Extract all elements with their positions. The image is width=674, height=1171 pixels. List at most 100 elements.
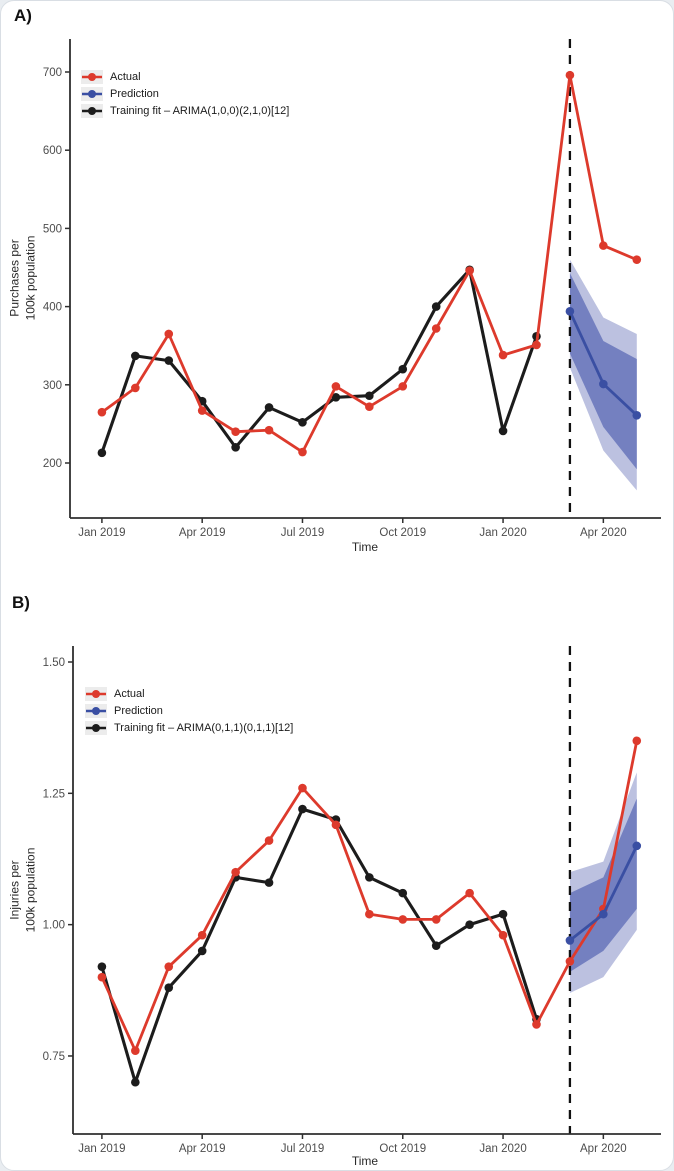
training-point [197,946,207,956]
x-tick-label: Apr 2019 [179,1143,226,1155]
panel-b-x-axis-title: Time [351,1154,379,1168]
actual-point [398,382,408,391]
legend-label-training: Training fit – ARIMA(1,0,0)(2,1,0)[12] [110,105,290,117]
legend-item-prediction: Prediction [81,87,289,101]
actual-point [331,820,341,830]
legend-item-training: Training fit – ARIMA(1,0,0)(2,1,0)[12] [81,104,289,118]
panel-a-legend: Actual Prediction Training fit – ARIMA(1… [81,70,289,118]
legend-item-actual: Actual [85,687,293,701]
panel-a-chart: 200 300 400 500 600 700 Jan 2019 Apr 2019 Jul 20… [43,39,661,539]
x-tick-label: Oct 2019 [379,527,426,539]
actual-point [197,406,207,415]
actual-point [264,425,274,435]
actual-point [365,909,374,919]
training-legend-key-icon [81,104,103,118]
training-point [131,351,140,361]
legend-label-training: Training fit – ARIMA(0,1,1)(0,1,1)[12] [114,722,294,734]
x-tick-label: Apr 2020 [580,527,627,539]
training-point [398,364,408,374]
training-point [298,804,307,814]
training-point [365,391,374,401]
training-point [97,448,107,458]
actual-point [298,783,307,793]
actual-point [532,340,541,350]
prediction-point [565,936,575,945]
x-tick-label: Apr 2019 [179,527,226,539]
panel-b-y-axis-title: Injuries per 100k population [7,847,37,933]
actual-point [498,350,508,360]
training-point [431,302,441,311]
actual-point [164,329,174,339]
training-point [164,983,174,992]
actual-point [565,957,575,966]
training-point [131,1077,140,1087]
prediction-point [599,909,608,919]
actual-point [365,402,374,411]
legend-label-actual: Actual [114,688,145,700]
y-tick-label: 600 [43,145,62,157]
actual-point [532,1020,541,1029]
y-tick-label: 1.00 [43,920,65,932]
actual-point [97,972,107,982]
actual-point [331,382,341,391]
actual-point [97,407,107,417]
x-tick-label: Jan 2020 [479,1143,526,1155]
actual-line [100,739,639,1053]
training-point [498,426,508,436]
training-point [498,909,508,919]
actual-point [164,962,174,971]
x-tick-label: Jan 2019 [78,1143,125,1155]
actual-point [131,383,140,393]
training-line [100,268,539,455]
y-tick-label: 1.25 [43,788,65,800]
x-tick-label: Jul 2019 [281,1143,324,1155]
x-tick-label: Jul 2019 [281,527,324,539]
y-tick-label: 0.75 [43,1051,65,1063]
legend-label-prediction: Prediction [114,705,163,717]
training-point [231,443,240,452]
x-tick-label: Jan 2020 [479,527,526,539]
training-point [298,418,307,427]
x-tick-label: Jan 2019 [78,527,125,539]
panel-a-x-axis-title: Time [351,540,379,554]
panel-a-y-axis-title: Purchases per 100k population [7,235,37,321]
actual-point [231,427,240,437]
actual-point [632,255,642,264]
actual-point [131,1046,140,1056]
training-line [100,807,539,1084]
actual-point [465,888,474,898]
x-tick-label: Apr 2020 [580,1143,627,1155]
y-tick-label: 1.50 [43,657,65,669]
actual-legend-key-icon [81,70,103,84]
training-legend-key-icon [85,721,107,735]
actual-point [565,70,575,80]
training-point [264,403,274,412]
prediction-legend-key-icon [85,704,107,718]
prediction-legend-key-icon [81,87,103,101]
actual-point [298,447,307,457]
actual-point [431,915,441,924]
y-tick-label: 500 [43,223,62,235]
y-tick-label: 400 [43,302,62,314]
training-point [431,941,441,950]
legend-item-prediction: Prediction [85,704,293,718]
prediction-point [565,306,575,316]
training-point [365,873,374,882]
prediction-point [599,379,608,389]
actual-legend-key-icon [85,687,107,701]
actual-point [465,266,474,275]
prediction-point [632,841,642,851]
actual-point [632,736,642,746]
legend-item-actual: Actual [81,70,289,84]
training-point [97,962,107,971]
prediction-point [632,410,642,420]
actual-point [264,836,274,845]
panel-b-label: B) [12,593,30,612]
legend-item-training: Training fit – ARIMA(0,1,1)(0,1,1)[12] [85,721,293,735]
panel-b-chart: 0.75 1.00 1.25 1.50 Jan 2019 Apr 2019 Jul 2019… [43,646,661,1155]
panel-a-label: A) [14,6,32,25]
x-tick-label: Oct 2019 [379,1143,426,1155]
legend-label-actual: Actual [110,71,141,83]
y-tick-label: 300 [43,380,62,392]
